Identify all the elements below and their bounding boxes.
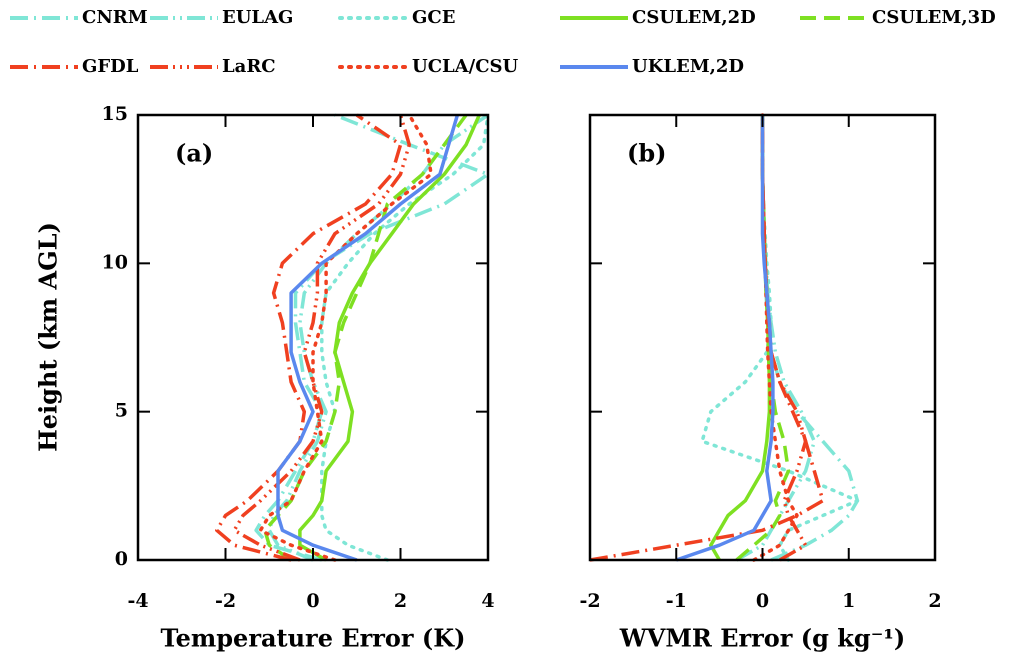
legend-label: CSULEM,2D (632, 7, 756, 28)
x-tick-label: 4 (481, 590, 494, 612)
x-tick-label: -2 (579, 590, 600, 612)
panel-label: (b) (627, 139, 667, 168)
y-tick-label: 15 (102, 103, 128, 125)
profile-line (709, 115, 772, 561)
profile-line (263, 113, 468, 562)
y-tick-label: 0 (115, 548, 128, 570)
legend-label: UKLEM,2D (632, 56, 744, 77)
x-tick-label: -4 (127, 590, 148, 612)
legend-label: GCE (412, 7, 455, 28)
panel-label: (a) (175, 139, 213, 168)
legend-label: CNRM (82, 7, 148, 28)
x-tick-label: 0 (306, 590, 319, 612)
profile-line (258, 113, 433, 562)
profile-line (215, 113, 403, 562)
legend-label: CSULEM,3D (872, 7, 996, 28)
legend-label: UCLA/CSU (412, 56, 519, 77)
y-axis-label: Height (km AGL) (34, 222, 63, 452)
legend-label: EULAG (222, 7, 293, 28)
profile-line (589, 115, 825, 562)
profile-line (276, 114, 460, 562)
profile-line (267, 113, 489, 562)
y-tick-label: 5 (115, 400, 128, 422)
profile-line (232, 114, 412, 562)
x-tick-label: 1 (842, 590, 855, 612)
x-tick-label: -2 (215, 590, 236, 612)
profile-line (760, 115, 808, 562)
legend-label: LaRC (222, 56, 276, 77)
profile-line (752, 113, 799, 562)
profile-line (675, 115, 775, 562)
x-tick-label: 2 (928, 590, 941, 612)
x-axis-label: WVMR Error (g kg⁻¹) (619, 624, 905, 653)
legend-label: GFDL (82, 56, 139, 77)
y-tick-label: 10 (102, 251, 128, 273)
x-tick-label: -1 (666, 590, 687, 612)
profile-line (254, 113, 490, 562)
profile-line (298, 114, 481, 562)
x-tick-label: 2 (394, 590, 407, 612)
x-tick-label: 0 (756, 590, 769, 612)
profile-line (320, 113, 490, 562)
x-axis-label: Temperature Error (K) (161, 624, 466, 653)
